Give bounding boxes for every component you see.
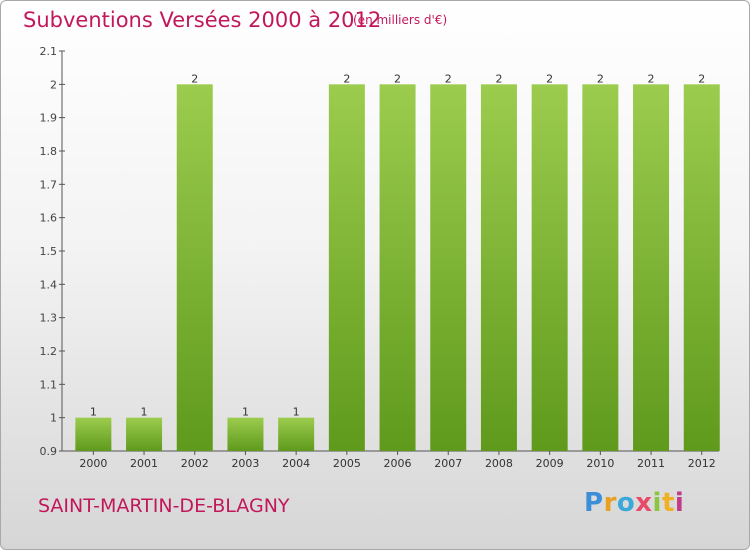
x-tick-label: 2008 — [485, 457, 513, 470]
bar — [683, 84, 720, 451]
bar — [75, 417, 112, 451]
data-label: 1 — [293, 406, 300, 419]
data-label: 2 — [495, 72, 502, 85]
data-label: 2 — [394, 72, 401, 85]
y-tick-label: 1.6 — [40, 212, 58, 225]
data-label: 2 — [191, 72, 198, 85]
data-label: 2 — [597, 72, 604, 85]
logo-letter: i — [652, 488, 662, 518]
x-tick-label: 2004 — [282, 457, 310, 470]
x-tick-label: 2010 — [586, 457, 614, 470]
y-tick-label: 1.4 — [40, 278, 58, 291]
x-tick-label: 2011 — [637, 457, 665, 470]
x-tick-label: 2005 — [333, 457, 361, 470]
bar — [633, 84, 670, 451]
x-tick-label: 2009 — [536, 457, 564, 470]
data-label: 2 — [343, 72, 350, 85]
bar — [430, 84, 467, 451]
bar — [278, 417, 315, 451]
data-label: 2 — [445, 72, 452, 85]
proxiti-logo[interactable]: Proxiti — [584, 488, 684, 518]
data-label: 2 — [648, 72, 655, 85]
x-tick-label: 2003 — [231, 457, 259, 470]
y-tick-label: 1 — [50, 412, 57, 425]
y-tick-label: 1.1 — [40, 378, 58, 391]
y-tick-label: 1.7 — [40, 178, 58, 191]
x-tick-label: 2000 — [79, 457, 107, 470]
logo-letter: P — [584, 488, 604, 518]
y-tick-label: 1.3 — [40, 312, 58, 325]
bar — [531, 84, 568, 451]
chart-title: Subventions Versées 2000 à 2012 — [23, 8, 382, 32]
logo-letter: i — [674, 488, 685, 518]
bar — [582, 84, 619, 451]
x-tick-label: 2007 — [434, 457, 462, 470]
x-tick-label: 2002 — [181, 457, 209, 470]
bar — [379, 84, 416, 451]
x-tick-label: 2001 — [130, 457, 158, 470]
logo-letter: o — [616, 488, 636, 518]
bar — [227, 417, 264, 451]
logo-letter: r — [603, 488, 617, 518]
y-tick-label: 1.2 — [40, 345, 58, 358]
data-label: 2 — [698, 72, 705, 85]
data-label: 1 — [242, 406, 249, 419]
bar — [176, 84, 213, 451]
bar — [328, 84, 365, 451]
commune-name: SAINT-MARTIN-DE-BLAGNY — [38, 495, 290, 517]
y-tick-label: 2.1 — [40, 45, 58, 58]
data-label: 1 — [90, 406, 97, 419]
y-tick-label: 1.9 — [40, 112, 58, 125]
logo-letter: t — [661, 488, 675, 518]
logo-letter: x — [635, 488, 653, 518]
bar — [480, 84, 517, 451]
y-tick-label: 1.5 — [40, 245, 58, 258]
y-tick-label: 0.9 — [40, 445, 58, 458]
x-tick-label: 2012 — [688, 457, 716, 470]
x-tick-label: 2006 — [384, 457, 412, 470]
y-tick-label: 1.8 — [40, 145, 58, 158]
data-label: 1 — [141, 406, 148, 419]
chart-unit-subtitle: (en milliers d'€) — [353, 13, 448, 27]
y-tick-label: 2 — [50, 78, 57, 91]
bar — [126, 417, 163, 451]
data-label: 2 — [546, 72, 553, 85]
